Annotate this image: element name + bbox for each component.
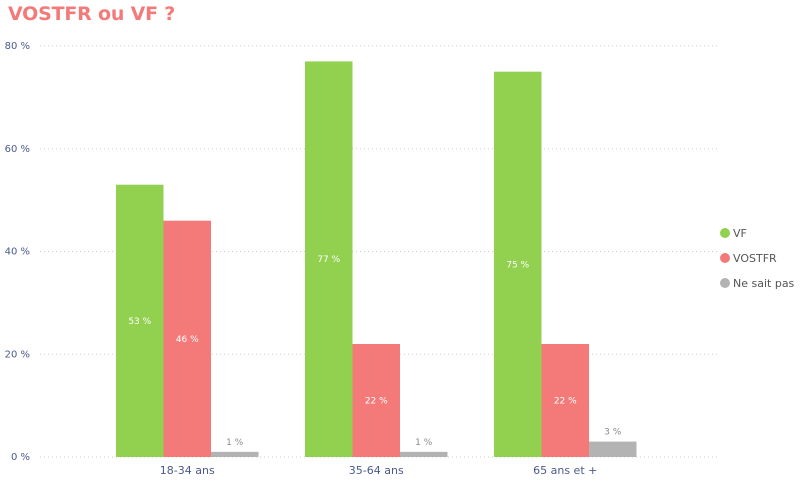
data-label: 1 %	[226, 438, 244, 448]
y-tick-label: 40 %	[5, 247, 30, 258]
bar-vostfr[interactable]	[163, 220, 212, 457]
data-label: 75 %	[506, 260, 529, 270]
x-axis-ticks: 18-34 ans 35-64 ans 65 ans et +	[160, 464, 598, 477]
data-label: 46 %	[176, 335, 199, 345]
legend-label-ne-sait-pas: Ne sait pas	[733, 276, 795, 290]
y-tick-label: 20 %	[5, 349, 30, 360]
legend-marker-ne-sait-pas	[720, 278, 730, 288]
legend-marker-vf	[720, 228, 730, 238]
bar-ne-sait-pas[interactable]	[400, 451, 448, 457]
x-tick-label: 35-64 ans	[349, 464, 404, 477]
data-label: 53 %	[128, 317, 151, 327]
y-tick-label: 80 %	[5, 41, 30, 52]
data-label: 1 %	[415, 438, 433, 448]
legend-item-ne-sait-pas[interactable]: Ne sait pas	[720, 276, 794, 290]
legend-item-vostfr[interactable]: VOSTFR	[720, 251, 794, 265]
bar-ne-sait-pas[interactable]	[211, 451, 259, 457]
bars	[116, 61, 637, 457]
bar-vf[interactable]	[116, 184, 164, 457]
bar-vf[interactable]	[305, 61, 353, 457]
x-tick-label: 65 ans et +	[533, 464, 597, 477]
bar-vostfr[interactable]	[541, 343, 590, 457]
data-label: 22 %	[554, 396, 577, 406]
legend-label-vf: VF	[733, 226, 747, 240]
data-labels: 53 % 46 % 1 % 77 % 22 % 1 % 75 % 22 % 3 %	[128, 255, 621, 448]
x-tick-label: 18-34 ans	[160, 464, 215, 477]
bar-ne-sait-pas[interactable]	[589, 441, 637, 457]
chart-title: VOSTFR ou VF ?	[8, 3, 176, 25]
data-label: 3 %	[604, 428, 622, 438]
legend-item-vf[interactable]: VF	[720, 226, 794, 240]
bar-vf[interactable]	[494, 71, 542, 457]
bar-vostfr[interactable]	[352, 343, 401, 457]
data-label: 22 %	[365, 396, 388, 406]
legend: VF VOSTFR Ne sait pas	[720, 226, 794, 301]
y-tick-label: 0 %	[11, 452, 30, 463]
legend-marker-vostfr	[720, 253, 730, 263]
y-axis-ticks: 0 % 20 % 40 % 60 % 80 %	[5, 41, 30, 463]
legend-label-vostfr: VOSTFR	[733, 251, 777, 265]
y-tick-label: 60 %	[5, 144, 30, 155]
data-label: 77 %	[317, 255, 340, 265]
